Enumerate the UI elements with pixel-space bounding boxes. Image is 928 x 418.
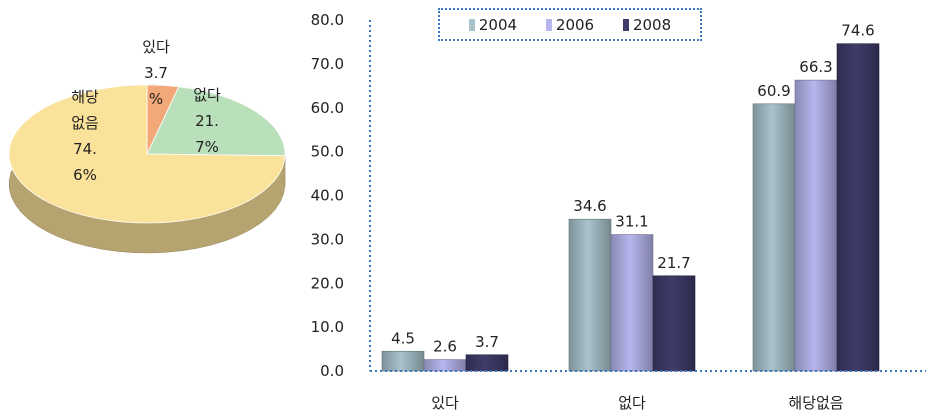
legend-swatch-2008 bbox=[622, 18, 629, 31]
bar-chart-graphic: 0.0 10.0 20.0 30.0 40.0 50.0 60.0 70.0 80.0 4.5 2.… bbox=[311, 11, 926, 412]
pie-label-yes: 있다 3.7 % bbox=[136, 34, 176, 112]
bar-2008-없다 bbox=[652, 275, 696, 372]
bar-2008-있다 bbox=[465, 354, 509, 372]
y-tick-label: 70.0 bbox=[311, 55, 344, 73]
y-tick-label: 40.0 bbox=[311, 187, 344, 205]
legend-label-2004: 2004 bbox=[478, 15, 518, 34]
bar-2006-없다 bbox=[610, 234, 654, 372]
pie-chart-graphic bbox=[8, 84, 286, 254]
legend-item-2004: 2004 bbox=[468, 15, 518, 34]
pie-label-yes-line2: 3.7 bbox=[144, 64, 168, 82]
legend-swatch-2004 bbox=[468, 18, 475, 31]
pie-label-na-line3: 74. bbox=[73, 140, 97, 158]
bar-value-label: 66.3 bbox=[799, 58, 832, 76]
bar-2004-없다 bbox=[568, 218, 612, 372]
pie-label-na-line2: 없음 bbox=[71, 114, 99, 132]
x-category-label: 없다 bbox=[618, 394, 646, 412]
pie-slice-없다 bbox=[146, 86, 286, 157]
legend-item-2006: 2006 bbox=[545, 15, 595, 34]
pie-label-yes-line1: 있다 bbox=[142, 38, 170, 56]
bar-2004-해당없음 bbox=[752, 103, 796, 372]
bar-value-label: 31.1 bbox=[615, 213, 648, 231]
y-tick-label: 20.0 bbox=[311, 274, 344, 292]
legend-swatch-2006 bbox=[545, 18, 552, 31]
bar-value-label: 74.6 bbox=[841, 22, 874, 40]
bar-value-label: 60.9 bbox=[757, 82, 790, 100]
y-tick-label: 80.0 bbox=[311, 11, 344, 29]
y-tick-label: 50.0 bbox=[311, 143, 344, 161]
y-tick-label: 0.0 bbox=[320, 362, 344, 380]
bar-2006-해당없음 bbox=[794, 79, 838, 372]
bar-value-label: 3.7 bbox=[475, 333, 499, 351]
bar-2008-해당없음 bbox=[836, 43, 880, 372]
legend-label-2006: 2006 bbox=[555, 15, 595, 34]
pie-label-no: 없다 21. 7% bbox=[182, 82, 232, 160]
chart-legend: 2004 2006 2008 bbox=[438, 8, 702, 41]
bar-value-label: 34.6 bbox=[573, 197, 606, 215]
pie-label-no-line1: 없다 bbox=[193, 86, 221, 104]
pie-label-no-line3: 7% bbox=[195, 138, 219, 156]
pie-label-na-line4: 6% bbox=[73, 166, 97, 184]
pie-label-yes-line3: % bbox=[148, 90, 164, 108]
pie-label-no-line2: 21. bbox=[195, 112, 219, 130]
pie-label-na-line1: 해당 bbox=[71, 88, 99, 106]
y-tick-label: 60.0 bbox=[311, 99, 344, 117]
legend-label-2008: 2008 bbox=[632, 15, 672, 34]
pie-label-na: 해당 없음 74. 6% bbox=[60, 84, 110, 188]
pie-chart: 있다 3.7 % 없다 21. 7% 해당 없음 74. 6% bbox=[0, 0, 300, 300]
bar-2006-있다 bbox=[423, 359, 467, 372]
bar-2004-있다 bbox=[381, 350, 425, 372]
y-tick-label: 30.0 bbox=[311, 230, 344, 248]
bar-value-label: 4.5 bbox=[391, 329, 415, 347]
bar-chart: 0.0 10.0 20.0 30.0 40.0 50.0 60.0 70.0 80.0 4.5 2.… bbox=[300, 0, 928, 414]
pie-slice-해당없음 bbox=[8, 84, 286, 224]
y-tick-label: 10.0 bbox=[311, 318, 344, 336]
x-category-label: 있다 bbox=[431, 394, 459, 412]
x-category-label: 해당없음 bbox=[788, 394, 843, 412]
bar-value-label: 2.6 bbox=[433, 338, 457, 356]
bar-value-label: 21.7 bbox=[657, 254, 690, 272]
legend-item-2008: 2008 bbox=[622, 15, 672, 34]
